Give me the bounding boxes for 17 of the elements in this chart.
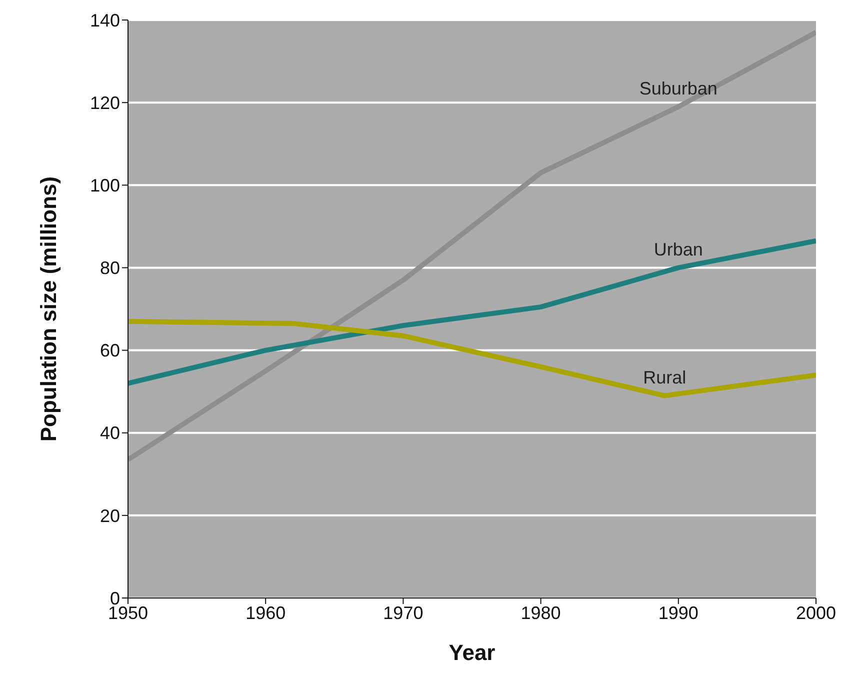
y-tick-label: 120 <box>90 92 120 113</box>
y-tick-label: 60 <box>100 340 120 361</box>
series-label: Rural <box>643 368 686 388</box>
x-tick-label: 1960 <box>246 602 286 623</box>
x-axis-title: Year <box>448 640 496 665</box>
x-tick-label: 1990 <box>658 602 698 623</box>
y-tick-label: 80 <box>100 258 120 278</box>
x-tick-label: 2000 <box>796 602 836 623</box>
x-tick-label: 1980 <box>520 602 561 623</box>
series-label: Suburban <box>639 78 718 99</box>
y-tick-label: 20 <box>100 506 120 526</box>
y-tick-label: 140 <box>90 10 120 30</box>
y-axis-title: Population size (millions) <box>36 176 61 442</box>
x-tick-label: 1970 <box>383 602 424 623</box>
y-tick-label: 40 <box>100 423 120 444</box>
y-tick-label: 100 <box>90 176 120 196</box>
series-label: Urban <box>654 240 703 260</box>
